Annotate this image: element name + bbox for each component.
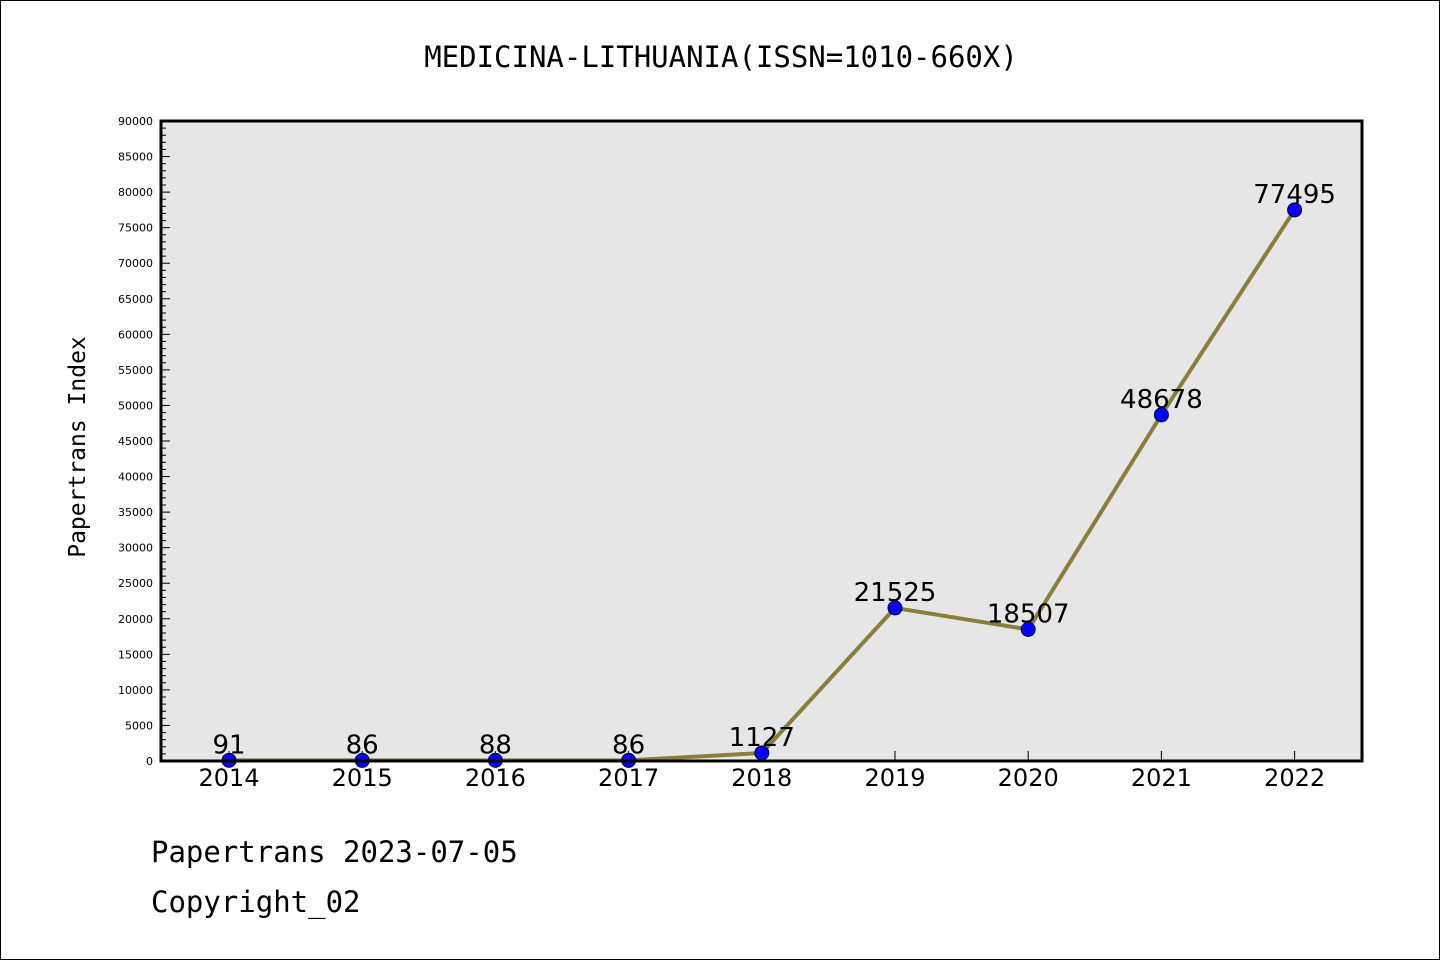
data-point (1153, 407, 1169, 423)
data-label: 88 (479, 730, 512, 760)
plot-border (159, 119, 1364, 763)
y-axis-label: Papertrans Index (65, 336, 91, 558)
data-labels: 91 86 88 86 1127 21525 18507 48678 77495 (212, 180, 1336, 760)
data-point (1020, 621, 1036, 637)
footer-copyright: Copyright_02 (151, 885, 361, 919)
y-tick-label: 55000 (118, 364, 153, 377)
y-tick-label: 30000 (118, 542, 153, 555)
data-label: 48678 (1120, 385, 1203, 415)
data-label: 86 (612, 730, 645, 760)
data-label: 1127 (729, 723, 795, 753)
x-tick-label: 2021 (1131, 764, 1192, 792)
x-tick-label: 2018 (731, 764, 792, 792)
data-label: 91 (212, 730, 245, 760)
data-label: 18507 (987, 599, 1070, 629)
y-tick-label: 80000 (118, 186, 153, 199)
chart-title: MEDICINA-LITHUANIA(ISSN=1010-660X) (424, 40, 1018, 74)
y-tick-label: 40000 (118, 471, 153, 484)
data-label: 77495 (1253, 180, 1336, 210)
x-tick-label: 2014 (198, 764, 259, 792)
x-tick-label: 2020 (998, 764, 1059, 792)
x-tick-label: 2015 (332, 764, 393, 792)
data-point (887, 600, 903, 616)
data-label: 21525 (854, 578, 937, 608)
x-tick-label: 2019 (864, 764, 925, 792)
plot-area (161, 121, 1362, 761)
y-tick-label: 20000 (118, 613, 153, 626)
y-tick-label: 15000 (118, 648, 153, 661)
y-tick-label: 50000 (118, 399, 153, 412)
y-tick-label: 75000 (118, 222, 153, 235)
x-tick-label: 2022 (1264, 764, 1325, 792)
data-point (1287, 202, 1303, 218)
y-tick-label: 0 (146, 755, 153, 768)
y-tick-label: 70000 (118, 257, 153, 270)
y-tick-label: 25000 (118, 577, 153, 590)
x-tick-label: 2017 (598, 764, 659, 792)
y-tick-label: 85000 (118, 151, 153, 164)
y-tick-label: 45000 (118, 435, 153, 448)
y-tick-label: 60000 (118, 328, 153, 341)
y-tick-label: 65000 (118, 293, 153, 306)
y-tick-label: 10000 (118, 684, 153, 697)
footer-source: Papertrans 2023-07-05 (151, 835, 518, 869)
y-tick-label: 5000 (125, 719, 153, 732)
y-tick-label: 35000 (118, 506, 153, 519)
x-tick-label: 2016 (465, 764, 526, 792)
y-tick-label: 90000 (118, 115, 153, 128)
data-label: 86 (346, 730, 379, 760)
